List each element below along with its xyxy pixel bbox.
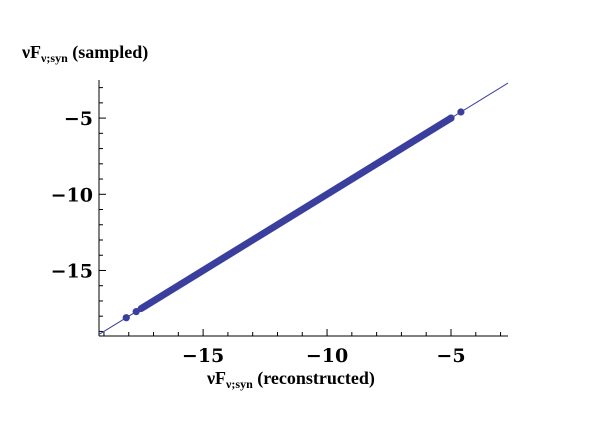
y-axis-title-suffix: (sampled) [68,42,149,63]
data-point [122,314,130,322]
ticks-layer [99,87,502,336]
x-tick-label: −15 [182,345,224,367]
y-axis-title: νFν;syn (sampled) [21,42,148,65]
data-point [132,308,140,316]
y-axis-title-sub: ν;syn [40,51,68,65]
data-point [447,114,455,122]
dense-data-band [137,114,455,313]
x-axis-title-sub: ν;syn [225,377,253,391]
x-axis-title: νFν;syn (reconstructed) [206,368,375,391]
tick-labels: −15 −10 −5 −15 −10 −5 [51,108,466,367]
x-axis-title-main: νF [206,368,226,388]
x-tick-label: −5 [436,345,465,367]
data-point [457,108,465,116]
x-tick-label: −10 [306,345,348,367]
y-axis-title-main: νF [21,42,41,62]
x-axis-title-suffix: (reconstructed) [253,368,375,389]
y-tick-label: −15 [51,260,93,282]
outlier-points [122,108,465,322]
y-tick-label: −10 [51,184,93,206]
y-tick-label: −5 [64,108,93,130]
